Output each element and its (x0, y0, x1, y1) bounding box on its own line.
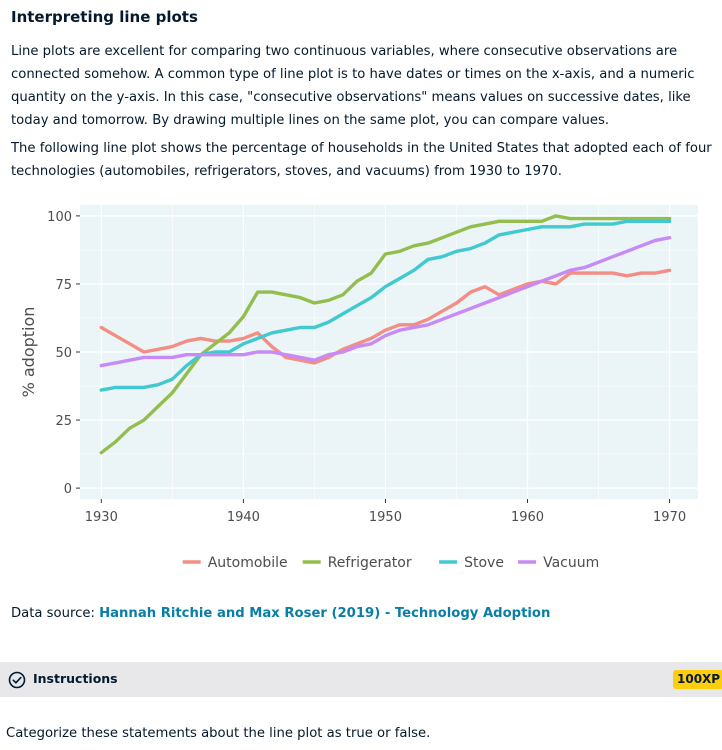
y-tick-label: 0 (64, 482, 72, 497)
chart-legend: Automobile Refrigerator Stove Vacuum (182, 555, 599, 571)
instructions-label: Instructions (33, 671, 118, 686)
legend-label-stove: Stove (464, 555, 504, 571)
legend-label-automobile: Automobile (208, 555, 288, 571)
xp-badge: 100XP (673, 670, 722, 689)
description-paragraph: The following line plot shows the percen… (11, 141, 712, 179)
instructions-bar[interactable]: Instructions 100XP (0, 662, 722, 697)
x-tick-label: 1960 (511, 510, 544, 525)
check-circle-icon (8, 671, 26, 689)
y-tick-label: 75 (55, 278, 72, 293)
exercise-title: Interpreting line plots (11, 8, 198, 26)
x-tick-label: 1930 (85, 510, 118, 525)
data-source-link[interactable]: Hannah Ritchie and Max Roser (2019) - Te… (99, 606, 551, 621)
intro-paragraph: Line plots are excellent for comparing t… (11, 44, 695, 128)
y-axis-label: % adoption (19, 307, 38, 398)
legend-label-vacuum: Vacuum (543, 555, 599, 571)
series-line-automobile (99, 268, 672, 365)
task-text: Categorize these statements about the li… (6, 726, 431, 741)
legend-label-refrigerator: Refrigerator (328, 555, 412, 571)
data-source: Data source: Hannah Ritchie and Max Rose… (11, 606, 550, 621)
series-line-refrigerator (99, 214, 672, 455)
y-tick-label: 25 (55, 414, 72, 429)
x-tick-label: 1950 (369, 510, 402, 525)
series-line-stove (99, 219, 672, 392)
y-tick-label: 100 (47, 210, 72, 225)
y-tick-label: 50 (55, 346, 72, 361)
series-line-vacuum (99, 236, 672, 368)
x-tick-label: 1940 (227, 510, 260, 525)
data-source-prefix: Data source: (11, 606, 100, 621)
x-tick-label: 1970 (653, 510, 686, 525)
line-chart: 1930 1940 1950 1960 1970 0 25 50 75 100 % adoption… (19, 205, 698, 571)
